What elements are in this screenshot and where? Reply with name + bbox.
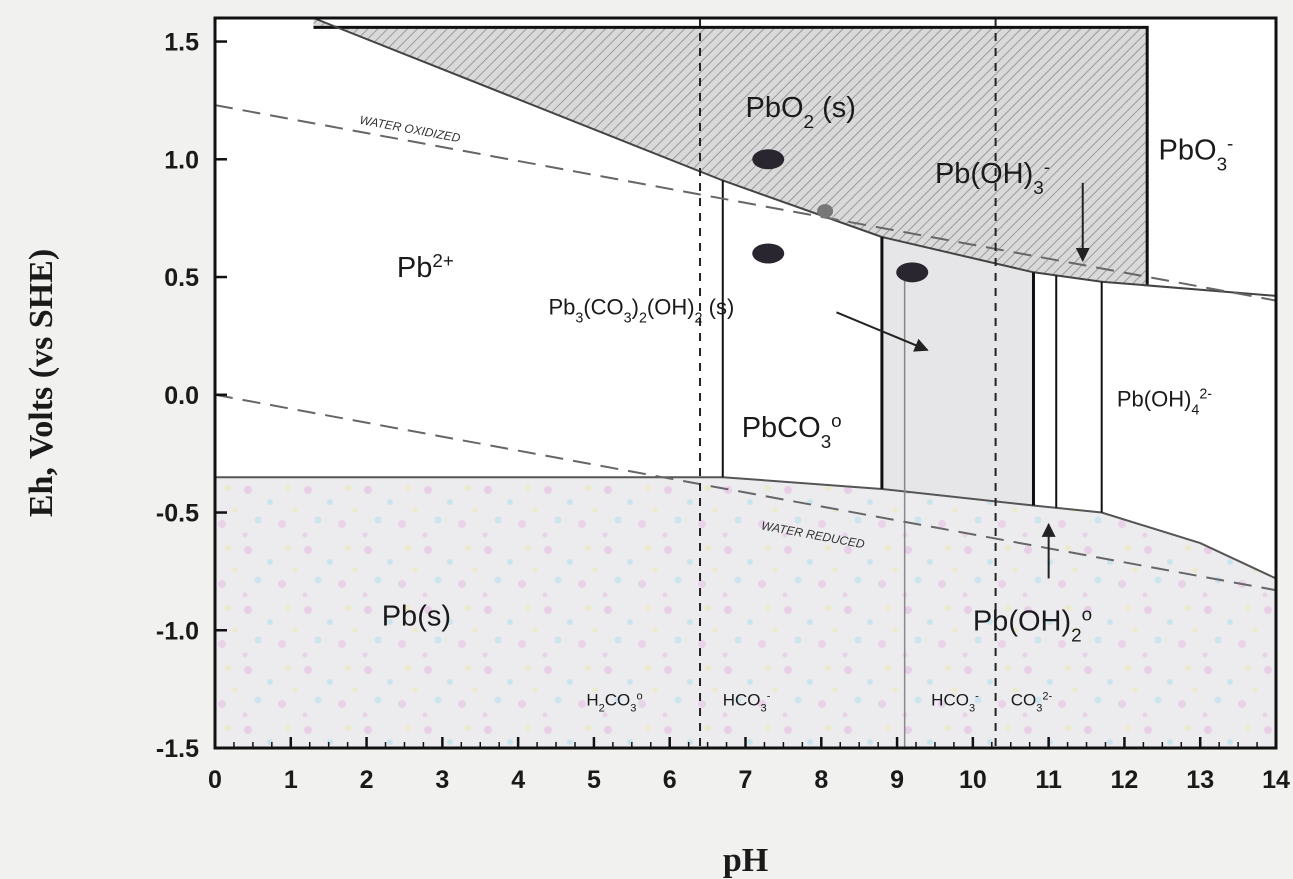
pbo2-region-fill — [313, 18, 1148, 286]
water-oxidized-line — [214, 104, 1277, 302]
pbo2-lower-boundary — [313, 17, 1277, 297]
pbs-region-fill — [215, 477, 1276, 748]
pbo3-label: PbO3- — [1159, 132, 1234, 174]
hydrocerussite-label: Pb3(CO3)2(OH)2 (s) — [548, 295, 734, 327]
x-tick-label: 2 — [360, 766, 374, 794]
x-tick-label: 0 — [208, 766, 222, 794]
x-tick-label: 11 — [1035, 766, 1062, 794]
x-tick-label: 10 — [959, 766, 987, 794]
pb2-pbs-boundary — [215, 476, 1277, 580]
x-tick-label: 14 — [1262, 766, 1290, 794]
x-tick-label: 7 — [739, 766, 753, 794]
x-tick-label: 4 — [511, 766, 525, 794]
y-tick-label: 1.5 — [164, 29, 199, 57]
pboh3-label: Pb(OH)3- — [935, 155, 1050, 197]
pbo2-label: PbO2 (s) — [746, 92, 856, 132]
data-marker — [817, 204, 834, 219]
x-axis-title: pH — [723, 842, 768, 879]
h2co3-label: H2CO3o — [586, 691, 642, 715]
x-tick-label: 13 — [1186, 766, 1214, 794]
x-tick-label: 12 — [1111, 766, 1139, 794]
pbo2-region-border — [313, 25, 1149, 286]
x-tick-label: 5 — [587, 766, 601, 794]
x-tick-label: 6 — [663, 766, 677, 794]
y-tick-label: 0.5 — [164, 264, 199, 292]
pboh4-label: Pb(OH)42- — [1117, 387, 1212, 419]
y-tick-label: -0.5 — [156, 500, 199, 528]
y-axis-title: Eh, Volts (vs SHE) — [23, 249, 60, 517]
data-marker — [896, 262, 929, 283]
x-tick-label: 9 — [890, 766, 904, 794]
pboh2-label: Pb(OH)2o — [973, 603, 1092, 645]
x-tick-label: 3 — [435, 766, 449, 794]
co3-label: CO32- — [1011, 691, 1053, 715]
data-marker — [752, 149, 785, 170]
pbco3-label: PbCO3o — [742, 410, 842, 452]
x-tick-label: 1 — [284, 766, 298, 794]
y-tick-label: 0.0 — [164, 382, 199, 410]
water-reduced-line — [214, 393, 1277, 592]
pb2-label: Pb2+ — [397, 250, 454, 285]
pbs-label: Pb(s) — [382, 601, 451, 633]
x-tick-label: 8 — [814, 766, 828, 794]
hco3-label-left: HCO3- — [723, 691, 771, 715]
y-tick-label: -1.5 — [156, 735, 199, 763]
y-tick-label: 1.0 — [164, 146, 199, 174]
hco3-label-right: HCO3- — [931, 691, 979, 715]
data-marker — [752, 243, 785, 264]
y-tick-label: -1.0 — [156, 617, 199, 645]
annotation-arrow — [836, 311, 929, 352]
